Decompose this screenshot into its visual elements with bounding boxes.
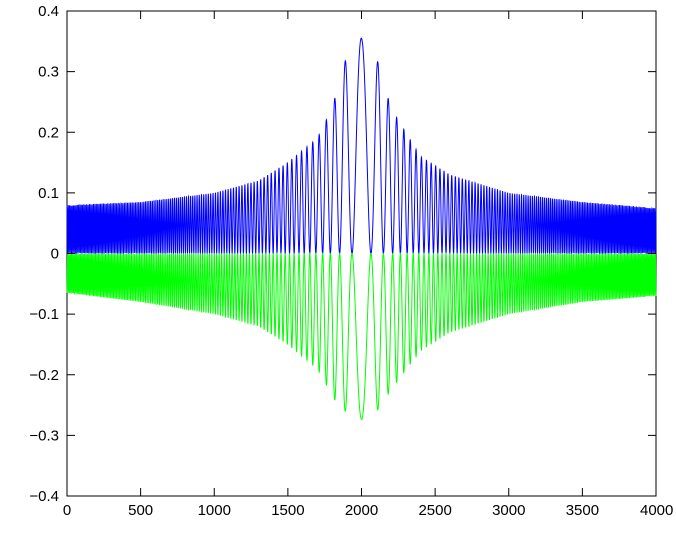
y-tick-labels: −0.4 −0.3 −0.2 −0.1 0 0.1 0.2 0.3 0.4: [29, 3, 59, 505]
x-tick-label: 3000: [492, 502, 525, 519]
y-tick-label: 0.4: [38, 3, 59, 20]
x-tick-label: 4000: [640, 502, 673, 519]
ticks-layer: [66, 10, 657, 497]
y-tick-label: 0.2: [38, 124, 59, 141]
x-tick-label: 1000: [198, 502, 231, 519]
x-tick-labels: 0 500 1000 1500 2000 2500 3000 3500 4000: [63, 502, 674, 519]
y-tick-label: −0.2: [29, 367, 59, 384]
series-layer: [66, 37, 657, 420]
y-tick-label: −0.3: [29, 427, 59, 444]
x-tick-label: 1500: [271, 502, 304, 519]
x-tick-label: 500: [128, 502, 153, 519]
series-line-1: [66, 37, 657, 256]
y-tick-label: 0.3: [38, 64, 59, 81]
x-tick-label: 2500: [418, 502, 451, 519]
x-tick-label: 3500: [566, 502, 599, 519]
x-tick-label: 2000: [345, 502, 378, 519]
x-tick-label: 0: [63, 502, 71, 519]
y-tick-label: −0.4: [29, 488, 59, 505]
y-tick-label: 0: [51, 246, 59, 263]
y-tick-label: 0.1: [38, 185, 59, 202]
y-tick-label: −0.1: [29, 306, 59, 323]
series-line-2: [66, 251, 657, 420]
